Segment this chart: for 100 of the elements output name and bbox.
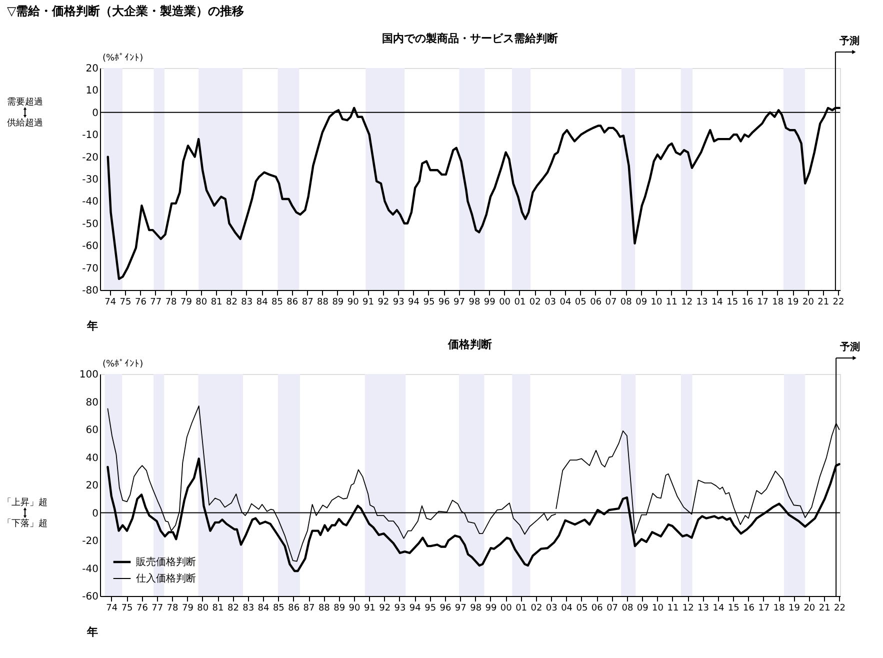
x-tick-label: 20 [804, 604, 816, 614]
x-tick-label: 77 [152, 604, 164, 614]
y-tick-label: 80 [86, 397, 98, 408]
x-tick-label: 09 [636, 298, 648, 308]
y-tick-label: 60 [86, 425, 98, 436]
x-tick-label: 84 [256, 298, 268, 308]
x-tick-label: 99 [485, 604, 497, 614]
x-tick-label: 08 [620, 298, 632, 308]
x-axis-title: 年 [86, 626, 98, 638]
x-tick-label: 95 [423, 298, 435, 308]
x-tick-label: 82 [226, 298, 238, 308]
x-tick-label: 06 [590, 298, 602, 308]
x-tick-label: 04 [560, 298, 572, 308]
x-tick-label: 97 [454, 604, 466, 614]
y-tick-label: 40 [86, 452, 98, 464]
x-tick-label: 08 [622, 604, 634, 614]
x-tick-label: 03 [544, 298, 556, 308]
x-tick-label: 96 [438, 298, 450, 308]
x-tick-label: 93 [392, 298, 404, 308]
y-tick-label: -30 [82, 174, 98, 186]
y-tick-label: 10 [86, 86, 98, 97]
x-tick-label: 05 [574, 298, 586, 308]
y-tick-label: 0 [92, 508, 98, 520]
x-tick-label: 93 [394, 604, 406, 614]
x-tick-label: 74 [104, 298, 116, 308]
x-tick-label: 83 [241, 298, 253, 308]
legend-label: 販売価格判断 [136, 556, 196, 568]
x-tick-label: 03 [546, 604, 558, 614]
text: ▽需給・価格判断（大企業・製造業）の推移 [7, 4, 244, 18]
x-tick-label: 88 [317, 298, 329, 308]
x-tick-label: 92 [378, 298, 390, 308]
x-tick-label: 02 [529, 298, 541, 308]
legend-label: 仕入価格判断 [136, 572, 196, 584]
x-tick-label: 75 [120, 298, 132, 308]
x-tick-label: 01 [514, 298, 526, 308]
x-tick-label: 75 [121, 604, 133, 614]
x-tick-label: 74 [106, 604, 118, 614]
x-tick-label: 17 [756, 298, 768, 308]
chart-title: 国内での製商品・サービス需給判断 [382, 32, 558, 45]
x-tick-label: 90 [347, 298, 360, 308]
x-tick-label: 14 [712, 604, 724, 614]
text: 供給超過 [7, 117, 43, 128]
x-tick-label: 20 [802, 298, 814, 308]
x-tick-label: 90 [348, 604, 360, 614]
x-tick-label: 04 [561, 604, 573, 614]
x-tick-label: 16 [742, 298, 754, 308]
y-tick-label: 100 [79, 370, 98, 380]
x-tick-label: 77 [150, 298, 162, 308]
x-tick-label: 13 [696, 298, 708, 308]
x-tick-label: 76 [136, 604, 148, 614]
ref-line-label: 予測 [839, 341, 860, 353]
x-tick-label: 13 [698, 604, 709, 614]
y-tick-label: -20 [82, 152, 98, 164]
x-tick-label: 80 [197, 604, 209, 614]
x-tick-label: 86 [288, 604, 300, 614]
x-tick-label: 85 [272, 298, 283, 308]
x-tick-label: 98 [470, 604, 482, 614]
x-tick-label: 01 [516, 604, 528, 614]
x-axis-title: 年 [86, 320, 98, 332]
x-tick-label: 15 [728, 604, 740, 614]
x-tick-label: 18 [772, 298, 784, 308]
x-tick-label: 95 [424, 604, 436, 614]
x-tick-label: 11 [667, 604, 679, 614]
ref-line-label: 予測 [838, 35, 860, 47]
x-tick-label: 87 [302, 298, 314, 308]
y-tick-label: -20 [82, 536, 98, 547]
x-tick-label: 89 [332, 298, 344, 308]
chart-title: 価格判断 [447, 338, 492, 351]
x-tick-label: 18 [773, 604, 786, 614]
y-tick-label: -50 [82, 218, 98, 230]
text: 「下落」超 [2, 518, 48, 529]
x-tick-label: 87 [303, 604, 315, 614]
x-tick-label: 02 [530, 604, 542, 614]
x-tick-label: 06 [591, 604, 604, 614]
x-tick-label: 79 [182, 604, 194, 614]
y-tick-label: -40 [82, 564, 98, 575]
x-tick-label: 89 [334, 604, 346, 614]
y-tick-label: -60 [82, 241, 98, 252]
x-tick-label: 86 [286, 298, 298, 308]
x-tick-label: 98 [468, 298, 480, 308]
x-tick-label: 88 [318, 604, 330, 614]
x-tick-label: 12 [682, 604, 694, 614]
text: 需要超過 [7, 96, 43, 108]
y-axis-title: (%ﾎﾟｲﾝﾄ) [102, 52, 144, 64]
x-tick-label: 81 [212, 604, 224, 614]
x-tick-label: 17 [758, 604, 770, 614]
x-tick-label: 79 [180, 298, 192, 308]
x-tick-label: 21 [818, 298, 830, 308]
x-tick-label: 19 [788, 604, 800, 614]
x-tick-label: 82 [227, 604, 239, 614]
x-tick-label: 96 [440, 604, 452, 614]
x-tick-label: 80 [196, 298, 208, 308]
x-tick-label: 85 [272, 604, 284, 614]
y-tick-label: -40 [82, 196, 98, 208]
y-tick-label: -80 [82, 286, 98, 296]
x-tick-label: 10 [650, 298, 662, 308]
x-tick-label: 76 [134, 298, 147, 308]
y-tick-label: -10 [82, 130, 98, 142]
y-tick-label: -70 [82, 263, 98, 274]
x-tick-label: 00 [499, 298, 511, 308]
